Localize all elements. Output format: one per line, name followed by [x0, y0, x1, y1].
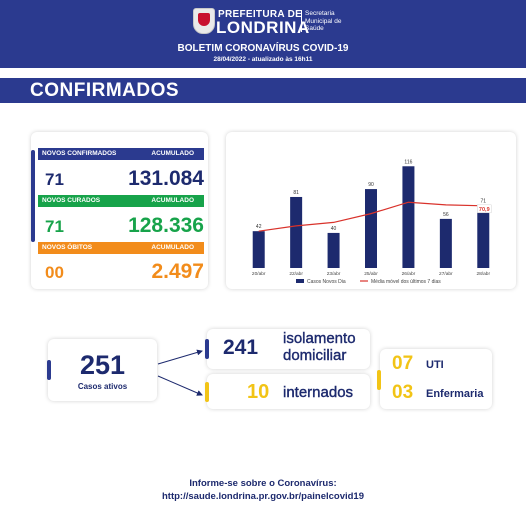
- arrow-to-hospitalized: [157, 375, 203, 396]
- chart-x-tick-label: 25/abr: [364, 271, 378, 277]
- section-title: CONFIRMADOS: [30, 80, 180, 101]
- chart-bar: [327, 232, 340, 268]
- daily-cases-chart: 42 20/abr 81 22/abr 40 23/abr 90 25/abr 116 26/ab…: [252, 159, 492, 285]
- confirmed-acc-label: ACUMULADO: [151, 150, 194, 157]
- chart-bar: [252, 231, 265, 268]
- chart-bar-label: 56: [443, 212, 449, 218]
- bulletin-title: BOLETIM CORONAVÍRUS COVID-19: [177, 43, 349, 54]
- chart-bar-label: 90: [368, 182, 374, 188]
- moving-average-label-box: [477, 204, 492, 214]
- chart-bar-label: 42: [256, 224, 262, 230]
- confirmed-label: NOVOS CONFIRMADOS: [42, 150, 117, 157]
- chart-bar: [365, 189, 377, 268]
- legend-swatch-bars: [296, 279, 304, 283]
- section-banner: [0, 78, 526, 103]
- header-divider: [301, 10, 302, 32]
- org-line1: PREFEITURA DE: [218, 9, 303, 20]
- confirmed-header: NOVOS CONFIRMADOS ACUMULADO: [38, 148, 204, 160]
- cured-new: 71: [45, 217, 64, 236]
- header-banner: [0, 0, 526, 68]
- legend-label-line: Média móvel dos últimos 7 dias: [371, 279, 441, 285]
- isolation-accent-bar: [205, 339, 209, 359]
- icu-value: 07: [392, 353, 414, 374]
- active-cases-label: Casos ativos: [77, 382, 128, 391]
- isolation-value: 241: [223, 336, 259, 359]
- active-cases-card: [48, 339, 157, 401]
- chart-x-tick-label: 23/abr: [327, 271, 341, 277]
- branch-arrows: [157, 349, 203, 396]
- deaths-total: 2.497: [151, 260, 204, 283]
- deaths-label: NOVOS ÓBITOS: [42, 244, 93, 251]
- footer-line1: Informe-se sobre o Coronavírus:: [189, 478, 337, 489]
- chart-bar: [477, 205, 490, 268]
- confirmed-total: 131.084: [128, 167, 204, 190]
- ward-value: 03: [392, 382, 414, 403]
- active-accent-bar: [47, 360, 51, 380]
- footer-link[interactable]: http://saude.londrina.pr.gov.br/painelco…: [162, 491, 364, 502]
- chart-bar-label: 81: [293, 190, 299, 196]
- legend-label-bars: Casos Novos Dia: [307, 279, 346, 285]
- city-crest-icon: [193, 8, 215, 34]
- chart-bar: [439, 218, 452, 268]
- confirmed-new: 71: [45, 170, 64, 189]
- beds-card: [380, 349, 492, 409]
- chart-bar-label: 116: [404, 159, 412, 165]
- isolation-card: [207, 329, 370, 369]
- chart-x-tick-label: 26/abr: [402, 271, 416, 277]
- hospitalized-value: 10: [247, 381, 270, 403]
- org-line2: LONDRINA: [216, 18, 310, 37]
- chart-x-tick-label: 20/abr: [252, 271, 266, 277]
- isolation-label-2: domiciliar: [283, 347, 347, 364]
- secretaria-label: Secretaria Municipal de Saúde: [305, 10, 342, 33]
- stats-accent-bar: [31, 150, 35, 242]
- deaths-header: NOVOS ÓBITOS ACUMULADO: [38, 242, 204, 254]
- hospitalized-accent-bar: [205, 382, 209, 402]
- ward-label: Enfermaria: [426, 388, 484, 400]
- hospitalized-label: internados: [283, 384, 354, 401]
- chart-bar-label: 71: [481, 199, 487, 205]
- secretaria-line3: Saúde: [305, 25, 324, 32]
- arrow-to-isolation: [157, 349, 203, 365]
- secretaria-line1: Secretaria: [305, 10, 335, 17]
- cured-header: NOVOS CURADOS ACUMULADO: [38, 195, 204, 207]
- icu-label: UTI: [426, 359, 444, 371]
- cured-label: NOVOS CURADOS: [42, 197, 101, 204]
- secretaria-line2: Municipal de: [305, 17, 342, 25]
- chart-x-tick-label: 22/abr: [289, 271, 303, 277]
- chart-x-tick-label: 27/abr: [439, 271, 453, 277]
- moving-average-line: [258, 201, 484, 232]
- deaths-new: 00: [45, 263, 64, 282]
- hospitalized-card: [207, 374, 370, 409]
- cured-total: 128.336: [128, 214, 204, 237]
- active-cases-value: 251: [79, 350, 126, 380]
- isolation-label-1: isolamento: [283, 330, 356, 347]
- deaths-acc-label: ACUMULADO: [151, 244, 194, 251]
- cured-acc-label: ACUMULADO: [151, 197, 194, 204]
- beds-accent-bar: [377, 370, 381, 390]
- moving-average-last-label: 70,9: [479, 207, 490, 213]
- chart-bar-label: 40: [331, 226, 337, 232]
- chart-bar: [402, 166, 415, 268]
- chart-x-tick-label: 28/abr: [476, 271, 490, 277]
- chart-bar: [290, 196, 303, 268]
- bulletin-date: 28/04/2022 - atualizado às 16h11: [213, 56, 313, 63]
